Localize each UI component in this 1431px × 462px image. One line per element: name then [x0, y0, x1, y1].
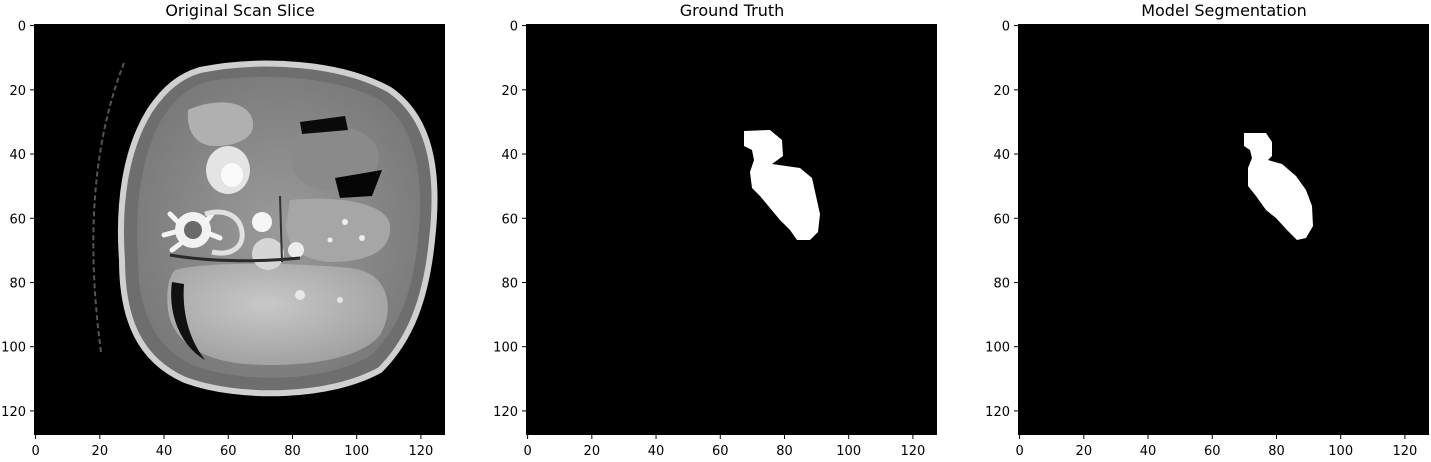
x-tick-label: 40 [648, 444, 665, 459]
panel-model-segmentation: Model Segmentation 0 20 40 60 80 100 120 0 20 40… [985, 1, 1429, 459]
y-tick-label: 20 [501, 84, 518, 99]
y-tick-label: 120 [985, 405, 1010, 420]
model-segmentation-mask-image [1018, 24, 1429, 435]
x-tick-label: 20 [92, 444, 109, 459]
y-tick-label: 100 [1, 341, 26, 356]
y-tick-label: 0 [510, 20, 518, 35]
panel-title: Ground Truth [680, 1, 785, 20]
ct-slice-image [34, 24, 445, 435]
ground-truth-mask-image [526, 24, 937, 435]
y-tick-label: 0 [1002, 20, 1010, 35]
x-tick-label: 80 [284, 444, 301, 459]
panel-original-scan: Original Scan Slice [1, 1, 445, 459]
x-tick-label: 0 [31, 444, 39, 459]
x-tick-label: 100 [1328, 444, 1353, 459]
y-axis: 0 20 40 60 80 100 120 [985, 20, 1018, 420]
x-tick-label: 80 [1268, 444, 1285, 459]
x-tick-label: 100 [344, 444, 369, 459]
x-tick-label: 20 [1076, 444, 1093, 459]
y-axis: 0 20 40 60 80 100 120 [493, 20, 526, 420]
predicted-mask-region [1244, 133, 1313, 240]
x-tick-label: 20 [584, 444, 601, 459]
y-tick-label: 20 [9, 84, 26, 99]
y-tick-label: 60 [993, 212, 1010, 227]
y-tick-label: 80 [993, 276, 1010, 291]
y-tick-label: 20 [993, 84, 1010, 99]
panel-ground-truth: Ground Truth 0 20 40 60 80 100 120 0 20 40 60 80 10… [493, 1, 937, 459]
y-tick-label: 100 [985, 341, 1010, 356]
x-axis: 0 20 40 60 80 100 120 [31, 435, 433, 459]
x-tick-label: 0 [523, 444, 531, 459]
y-tick-label: 40 [993, 148, 1010, 163]
panel-title: Model Segmentation [1141, 1, 1307, 20]
y-tick-label: 0 [18, 20, 26, 35]
ground-truth-mask-region [744, 130, 820, 240]
y-tick-label: 120 [1, 405, 26, 420]
x-axis: 0 20 40 60 80 100 120 [1015, 435, 1417, 459]
y-tick-label: 40 [9, 148, 26, 163]
y-tick-label: 40 [501, 148, 518, 163]
panel-title: Original Scan Slice [165, 1, 314, 20]
x-tick-label: 0 [1015, 444, 1023, 459]
x-tick-label: 120 [409, 444, 434, 459]
x-tick-label: 120 [901, 444, 926, 459]
y-tick-label: 80 [501, 276, 518, 291]
x-tick-label: 100 [836, 444, 861, 459]
y-tick-label: 100 [493, 341, 518, 356]
x-tick-label: 60 [712, 444, 729, 459]
x-tick-label: 80 [776, 444, 793, 459]
x-tick-label: 40 [1140, 444, 1157, 459]
y-tick-label: 120 [493, 405, 518, 420]
x-axis: 0 20 40 60 80 100 120 [523, 435, 925, 459]
x-tick-label: 60 [220, 444, 237, 459]
y-tick-label: 60 [501, 212, 518, 227]
y-axis: 0 20 40 60 80 100 120 [1, 20, 34, 420]
y-tick-label: 60 [9, 212, 26, 227]
x-tick-label: 120 [1393, 444, 1418, 459]
x-tick-label: 40 [156, 444, 173, 459]
y-tick-label: 80 [9, 276, 26, 291]
x-tick-label: 60 [1204, 444, 1221, 459]
